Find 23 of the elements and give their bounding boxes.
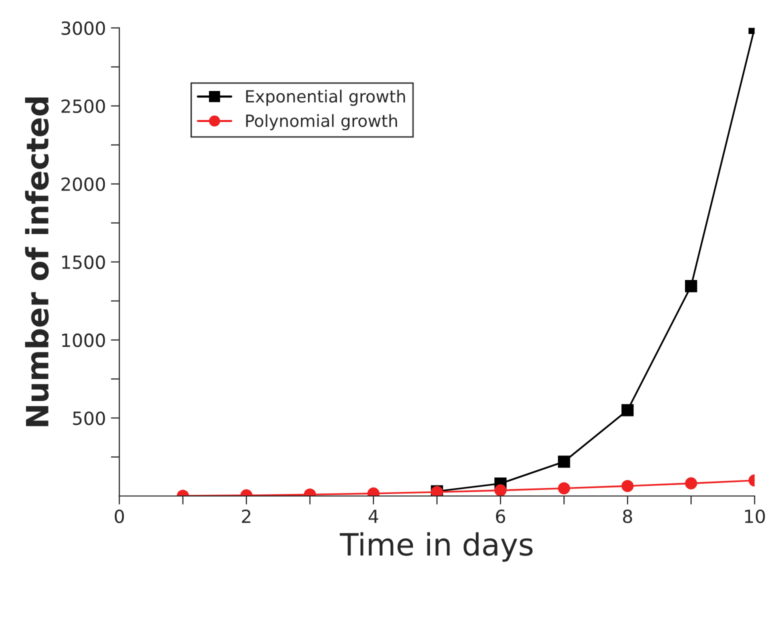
point (621, 404, 634, 416)
legend-label: Polynomial growth (246, 114, 398, 130)
y-tick-label: 500 (73, 411, 105, 426)
legend-label: Exponential growth (246, 90, 405, 106)
y-tick-label: 2000 (62, 177, 105, 192)
point (685, 280, 698, 292)
y-tick-label: 3000 (62, 21, 105, 36)
x-tick-label: 8 (623, 510, 632, 524)
point (621, 480, 634, 492)
x-axis-title: Time in days (340, 532, 533, 562)
point (558, 456, 570, 468)
y-tick-label: 1000 (62, 333, 105, 348)
y-axis-title: Number of infected (25, 98, 49, 426)
x-tick-label: 6 (496, 510, 506, 524)
y-tick-label: 1500 (62, 255, 105, 270)
y-tick-label: 2500 (62, 99, 105, 114)
x-tick-label: 0 (114, 510, 124, 524)
point (494, 484, 507, 496)
x-tick-label: 2 (242, 510, 250, 523)
point (685, 477, 698, 490)
x-tick-label: 4 (368, 510, 378, 523)
x-tick-label: 10 (745, 510, 765, 524)
point (558, 482, 570, 494)
